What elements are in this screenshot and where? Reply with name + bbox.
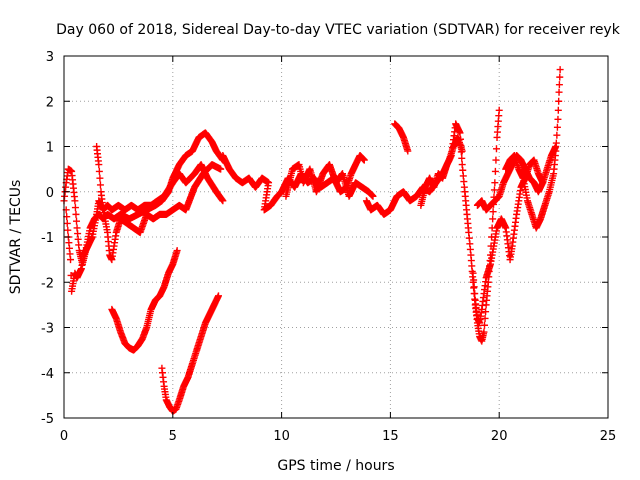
- data-point-marker: [71, 204, 79, 212]
- series-track-l: [469, 156, 547, 327]
- data-point-marker: [173, 247, 181, 255]
- data-point-marker: [63, 219, 71, 227]
- data-point-marker: [492, 156, 500, 164]
- data-point-marker: [219, 197, 227, 205]
- data-point-marker: [469, 269, 477, 277]
- y-tick-label: 3: [46, 50, 54, 65]
- data-point-marker: [95, 167, 103, 175]
- data-point-marker: [217, 165, 225, 173]
- data-point-marker: [72, 210, 80, 218]
- data-point-marker: [539, 179, 547, 187]
- y-axis-label: SDTVAR / TECUs: [8, 180, 24, 295]
- data-point-marker: [369, 192, 377, 200]
- x-tick-label: 10: [273, 429, 290, 444]
- x-tick-label: 5: [169, 429, 177, 444]
- data-point-marker: [552, 139, 560, 147]
- data-point-marker: [96, 174, 104, 182]
- data-point-marker: [471, 290, 479, 298]
- series-track-j: [417, 106, 503, 345]
- series-track-e: [158, 292, 222, 415]
- series-track-b: [62, 161, 227, 295]
- chart-title: Day 060 of 2018, Sidereal Day-to-day VTE…: [56, 22, 621, 38]
- x-axis-label: GPS time / hours: [277, 458, 394, 474]
- data-point-marker: [470, 276, 478, 284]
- data-point-marker: [489, 208, 497, 216]
- series-track-g: [282, 161, 377, 200]
- data-point-marker: [71, 197, 79, 205]
- series-track-d: [108, 247, 181, 354]
- data-point-marker: [553, 123, 561, 131]
- y-tick-label: -2: [41, 276, 54, 291]
- x-tick-label: 20: [491, 429, 508, 444]
- data-point-marker: [404, 147, 412, 155]
- data-point-marker: [457, 142, 465, 150]
- series-track-h: [362, 133, 466, 218]
- grid-lines: [64, 56, 608, 418]
- y-tick-label: -1: [41, 231, 54, 246]
- data-point-marker: [480, 328, 488, 336]
- x-tick-label: 15: [382, 429, 399, 444]
- data-point-marker: [67, 256, 75, 264]
- data-point-marker: [495, 106, 503, 114]
- data-point-marker: [73, 217, 81, 225]
- x-tick-label: 0: [60, 429, 68, 444]
- series-track-m: [502, 66, 564, 232]
- y-tick-label: -3: [41, 322, 54, 337]
- data-point-marker: [458, 147, 466, 155]
- y-tick-label: 2: [46, 95, 54, 110]
- series-track-i: [391, 120, 412, 155]
- data-point-marker: [456, 135, 464, 143]
- y-tick-label: -5: [41, 412, 54, 427]
- data-point-marker: [554, 115, 562, 123]
- data-point-marker: [491, 167, 499, 175]
- y-tick-label: 1: [46, 141, 54, 156]
- data-point-marker: [481, 321, 489, 329]
- data-point-marker: [552, 147, 560, 155]
- data-point-marker: [95, 161, 103, 169]
- data-point-marker: [555, 88, 563, 96]
- y-tick-label: -4: [41, 367, 54, 382]
- data-point-marker: [482, 308, 490, 316]
- data-point-marker: [556, 73, 564, 81]
- data-point-marker: [481, 314, 489, 322]
- data-point-marker: [489, 215, 497, 223]
- x-tick-label: 25: [600, 429, 617, 444]
- data-point-marker: [96, 181, 104, 189]
- data-point-marker: [470, 283, 478, 291]
- data-point-marker: [457, 148, 465, 156]
- data-point-marker: [360, 156, 368, 164]
- data-point-marker: [491, 179, 499, 187]
- data-marks: [60, 66, 564, 415]
- data-point-marker: [214, 292, 222, 300]
- data-point-marker: [554, 106, 562, 114]
- x-axis-ticks: 0 5 10 15 20 25: [60, 56, 616, 444]
- y-axis-ticks: -5 -4 -3 -2 -1 0 1 2 3: [41, 50, 608, 427]
- data-point-marker: [555, 81, 563, 89]
- data-point-marker: [553, 131, 561, 139]
- y-tick-label: 0: [46, 186, 54, 201]
- data-point-marker: [555, 97, 563, 105]
- data-point-marker: [64, 226, 72, 234]
- data-point-marker: [458, 154, 466, 162]
- data-point-marker: [556, 66, 564, 74]
- data-point-marker: [490, 186, 498, 194]
- series-track-c: [93, 143, 225, 264]
- data-point-marker: [492, 145, 500, 153]
- data-point-marker: [456, 129, 464, 137]
